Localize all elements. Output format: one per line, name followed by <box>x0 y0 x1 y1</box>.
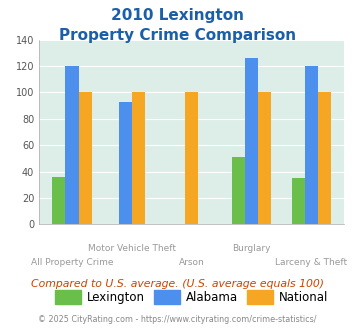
Text: All Property Crime: All Property Crime <box>31 258 113 267</box>
Bar <box>292 178 305 224</box>
Bar <box>305 66 318 224</box>
Text: © 2025 CityRating.com - https://www.cityrating.com/crime-statistics/: © 2025 CityRating.com - https://www.city… <box>38 315 317 324</box>
Bar <box>52 177 65 224</box>
Bar <box>65 66 78 224</box>
Text: Arson: Arson <box>179 258 204 267</box>
Bar <box>258 92 271 224</box>
Text: Motor Vehicle Theft: Motor Vehicle Theft <box>88 244 176 253</box>
Legend: Lexington, Alabama, National: Lexington, Alabama, National <box>50 286 333 309</box>
Bar <box>232 157 245 224</box>
Text: 2010 Lexington: 2010 Lexington <box>111 8 244 23</box>
Text: Burglary: Burglary <box>232 244 271 253</box>
Bar <box>245 58 258 224</box>
Text: Larceny & Theft: Larceny & Theft <box>275 258 348 267</box>
Text: Compared to U.S. average. (U.S. average equals 100): Compared to U.S. average. (U.S. average … <box>31 279 324 289</box>
Bar <box>185 92 198 224</box>
Text: Property Crime Comparison: Property Crime Comparison <box>59 28 296 43</box>
Bar <box>318 92 331 224</box>
Bar <box>132 92 145 224</box>
Bar <box>119 102 132 224</box>
Bar <box>78 92 92 224</box>
